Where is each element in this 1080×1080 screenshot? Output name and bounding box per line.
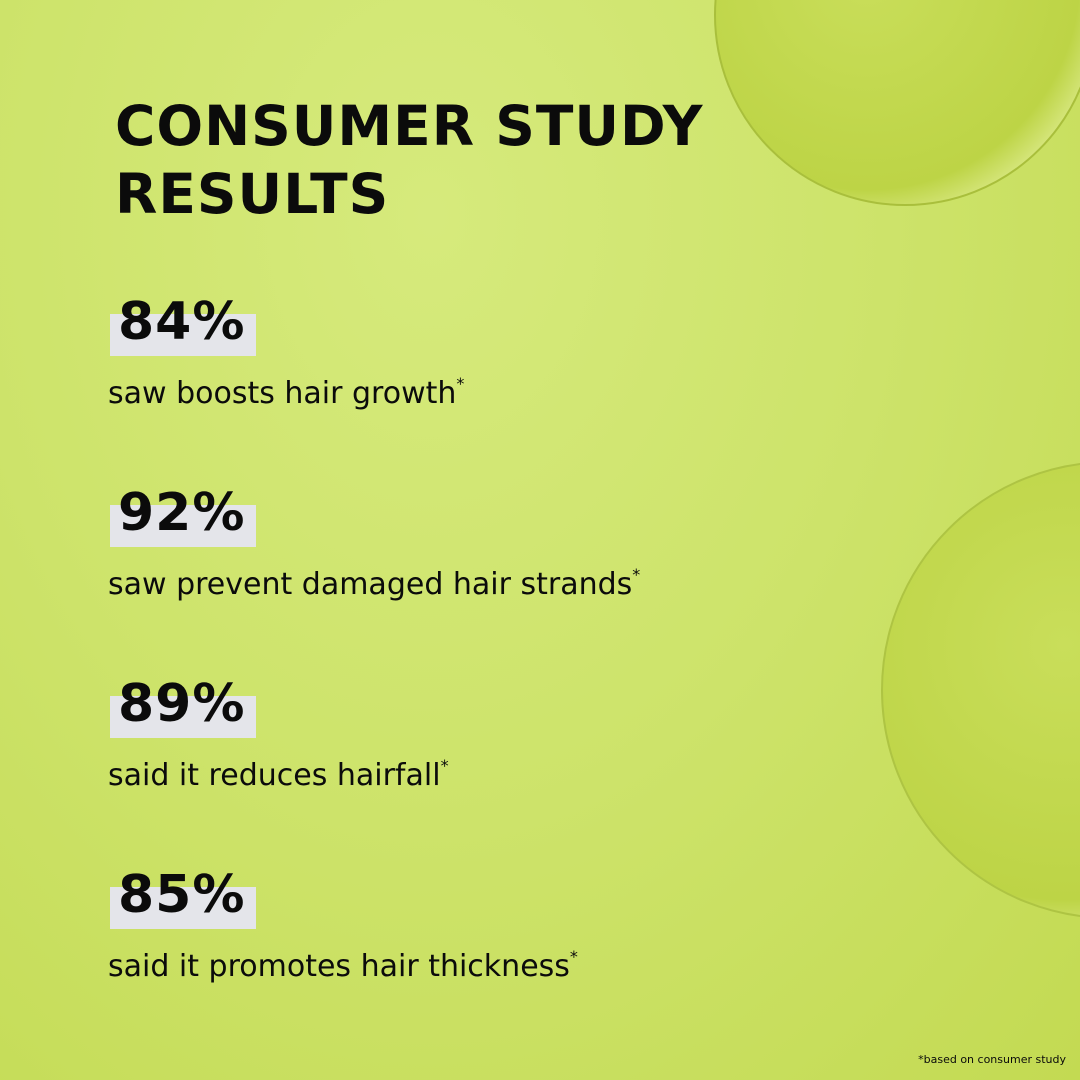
value: 85%	[118, 865, 246, 925]
value-wrap: 85%	[108, 865, 256, 935]
description-text: said it reduces hairfall	[108, 758, 441, 793]
drop	[881, 463, 1080, 917]
stat: 84% saw boosts hair growth*	[108, 292, 464, 411]
description-text: saw prevent damaged hair strands	[108, 567, 633, 602]
stat: 89% said it reduces hairfall*	[108, 674, 449, 793]
description-text: said it promotes hair thickness	[108, 949, 570, 984]
asterisk: *	[440, 756, 449, 775]
title-line: RESULTS	[115, 162, 390, 226]
stat: 85% said it promotes hair thickness*	[108, 865, 578, 984]
description: said it reduces hairfall*	[108, 756, 449, 793]
footnote: *based on consumer study	[918, 1053, 1066, 1066]
description: saw boosts hair growth*	[108, 374, 464, 411]
stat: 92% saw prevent damaged hair strands*	[108, 483, 640, 602]
value-highlight	[110, 887, 256, 929]
description: said it promotes hair thickness*	[108, 947, 578, 984]
description: saw prevent damaged hair strands*	[108, 565, 640, 602]
asterisk: *	[569, 947, 578, 966]
value-wrap: 89%	[108, 674, 256, 744]
asterisk: *	[632, 565, 641, 584]
value: 84%	[118, 292, 246, 352]
value-highlight	[110, 314, 256, 356]
value: 89%	[118, 674, 246, 734]
value: 92%	[118, 483, 246, 543]
description-text: saw boosts hair growth	[108, 376, 457, 411]
asterisk: *	[456, 374, 465, 393]
value-highlight	[110, 696, 256, 738]
title-line: CONSUMER STUDY	[115, 94, 704, 158]
value-wrap: 92%	[108, 483, 256, 553]
value-wrap: 84%	[108, 292, 256, 362]
drop	[714, 0, 1080, 206]
title: CONSUMER STUDY RESULTS	[115, 92, 704, 228]
value-highlight	[110, 505, 256, 547]
